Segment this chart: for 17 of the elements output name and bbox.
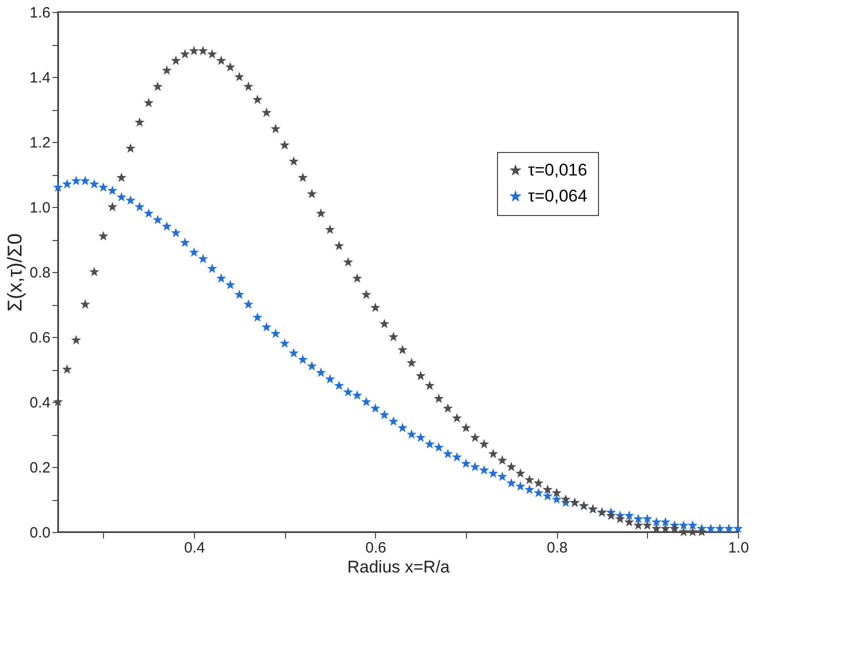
x-tick-label: 1.0 xyxy=(728,540,749,556)
x-axis-title: Radius x=R/a xyxy=(347,558,450,576)
y-tick-label: 0.6 xyxy=(30,330,50,346)
y-tick-label: 1.6 xyxy=(30,4,50,22)
legend-label: τ=0,016 xyxy=(528,160,588,180)
y-tick-label: 0.2 xyxy=(30,460,50,476)
y-axis-title: Σ(x,τ)/Σ0 xyxy=(4,233,27,312)
y-tick-label: 0.0 xyxy=(30,524,50,542)
y-tick-label: 1.0 xyxy=(30,200,50,216)
y-tick-label: 0.8 xyxy=(30,264,50,282)
y-tick-label: 1.4 xyxy=(30,70,50,86)
x-tick-label: 0.4 xyxy=(184,540,205,556)
y-tick-label: 1.2 xyxy=(30,134,50,152)
legend-label: τ=0,064 xyxy=(528,186,588,206)
x-tick-label: 0.6 xyxy=(365,540,386,556)
x-tick-label: 0.8 xyxy=(546,540,568,556)
y-tick-label: 0.4 xyxy=(30,394,50,412)
